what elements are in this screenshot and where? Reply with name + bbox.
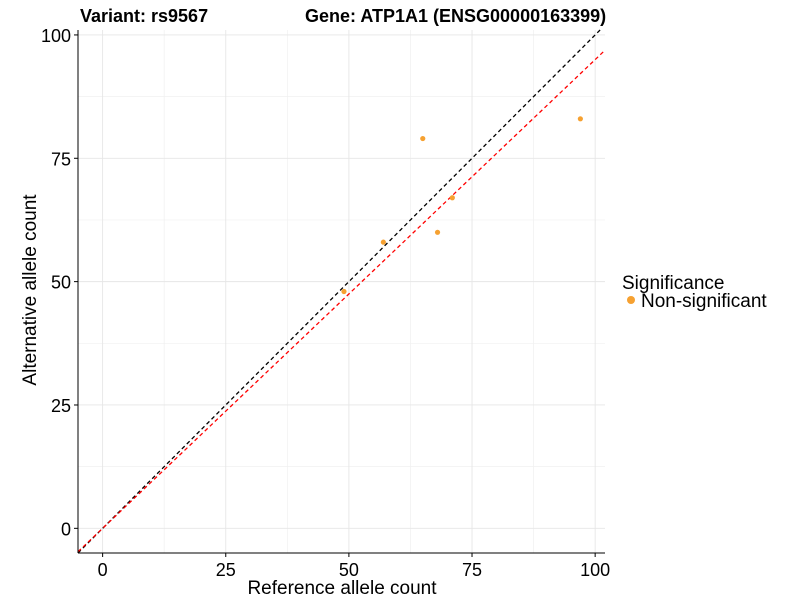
y-tick-label: 50	[51, 273, 71, 293]
y-tick-label: 25	[51, 396, 71, 416]
y-tick-label: 100	[41, 26, 71, 46]
identity-line	[77, 29, 601, 554]
data-point	[577, 116, 583, 122]
grid-lines	[78, 30, 605, 553]
y-axis-ticks: 0 25 50 75 100	[41, 26, 78, 539]
reference-lines	[77, 29, 606, 554]
x-tick-label: 50	[339, 560, 359, 580]
y-tick-label: 0	[61, 519, 71, 539]
x-axis-ticks: 0 25 50 75 100	[98, 553, 610, 580]
axes	[77, 30, 605, 554]
data-point	[449, 195, 455, 201]
data-point	[380, 239, 386, 245]
y-axis-title: Alternative allele count	[20, 194, 41, 386]
chart-title-variant: Variant: rs9567	[80, 6, 208, 26]
x-tick-label: 0	[98, 560, 108, 580]
legend: Significance Non-significant	[622, 273, 767, 312]
data-point	[434, 229, 441, 235]
data-point	[341, 288, 347, 295]
chart-title-gene: Gene: ATP1A1 (ENSG00000163399)	[305, 6, 606, 26]
x-tick-label: 75	[462, 560, 482, 580]
legend-marker	[627, 296, 635, 304]
x-tick-label: 100	[580, 560, 610, 580]
legend-label-non-significant: Non-significant	[641, 291, 767, 312]
data-points	[341, 116, 583, 295]
legend-title: Significance	[622, 273, 724, 294]
y-tick-label: 75	[51, 149, 71, 169]
x-tick-label: 25	[216, 560, 236, 580]
x-axis-title: Reference allele count	[247, 578, 437, 599]
data-point	[420, 135, 426, 142]
fit-line	[77, 49, 606, 553]
